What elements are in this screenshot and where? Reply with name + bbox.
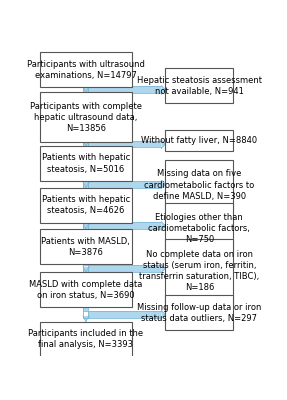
Text: Participants included in the
final analysis, N=3393: Participants included in the final analy… [28, 329, 144, 349]
Polygon shape [161, 310, 165, 318]
Polygon shape [88, 86, 161, 93]
Polygon shape [84, 264, 88, 265]
Polygon shape [83, 87, 89, 92]
Polygon shape [161, 140, 165, 148]
Polygon shape [84, 316, 88, 318]
Text: Without fatty liver, N=8840: Without fatty liver, N=8840 [141, 136, 257, 145]
Polygon shape [83, 316, 89, 322]
FancyBboxPatch shape [40, 272, 132, 307]
Text: No complete data on iron
status (serum iron, ferritin,
transferrin saturation, T: No complete data on iron status (serum i… [139, 250, 259, 292]
Text: Participants with complete
hepatic ultrasound data,
N=13856: Participants with complete hepatic ultra… [30, 102, 142, 133]
Polygon shape [84, 307, 88, 311]
Polygon shape [88, 311, 161, 318]
FancyBboxPatch shape [40, 229, 132, 264]
Text: Patients with hepatic
steatosis, N=5016: Patients with hepatic steatosis, N=5016 [42, 154, 130, 174]
FancyBboxPatch shape [165, 130, 233, 150]
FancyBboxPatch shape [165, 160, 233, 210]
Polygon shape [83, 267, 89, 272]
Polygon shape [84, 140, 88, 148]
Polygon shape [88, 265, 161, 272]
FancyBboxPatch shape [165, 203, 233, 253]
Text: Etiologies other than
cardiometabolic factors,
N=750: Etiologies other than cardiometabolic fa… [148, 212, 250, 244]
Polygon shape [161, 222, 165, 230]
FancyBboxPatch shape [165, 295, 233, 330]
Text: Patients with hepatic
steatosis, N=4626: Patients with hepatic steatosis, N=4626 [42, 195, 130, 215]
FancyBboxPatch shape [40, 146, 132, 181]
Polygon shape [83, 182, 89, 188]
Polygon shape [83, 224, 89, 229]
FancyBboxPatch shape [165, 239, 233, 304]
Polygon shape [83, 140, 89, 146]
Polygon shape [161, 180, 165, 188]
Text: Participants with ultrasound
examinations, N=14797: Participants with ultrasound examination… [27, 60, 145, 80]
Text: MASLD with complete data
on iron status, N=3690: MASLD with complete data on iron status,… [29, 280, 143, 300]
Polygon shape [88, 222, 161, 229]
Text: Missing data on five
cardiometabolic factors to
define MASLD, N=390: Missing data on five cardiometabolic fac… [144, 170, 255, 201]
FancyBboxPatch shape [40, 188, 132, 223]
Polygon shape [88, 141, 161, 148]
FancyBboxPatch shape [40, 322, 132, 357]
FancyBboxPatch shape [165, 68, 233, 103]
FancyBboxPatch shape [40, 92, 132, 142]
Polygon shape [84, 267, 88, 272]
Polygon shape [84, 87, 88, 93]
Polygon shape [88, 181, 161, 188]
Polygon shape [84, 141, 88, 142]
Polygon shape [161, 264, 165, 272]
FancyBboxPatch shape [40, 52, 132, 87]
Polygon shape [84, 86, 88, 87]
Text: Hepatic steatosis assessment
not available, N=941: Hepatic steatosis assessment not availab… [137, 76, 262, 96]
Text: Patients with MASLD,
N=3876: Patients with MASLD, N=3876 [42, 237, 130, 257]
Polygon shape [84, 224, 88, 229]
Text: Missing follow-up data or iron
status data outliers, N=297: Missing follow-up data or iron status da… [137, 303, 261, 323]
Polygon shape [161, 86, 165, 94]
Polygon shape [84, 182, 88, 188]
